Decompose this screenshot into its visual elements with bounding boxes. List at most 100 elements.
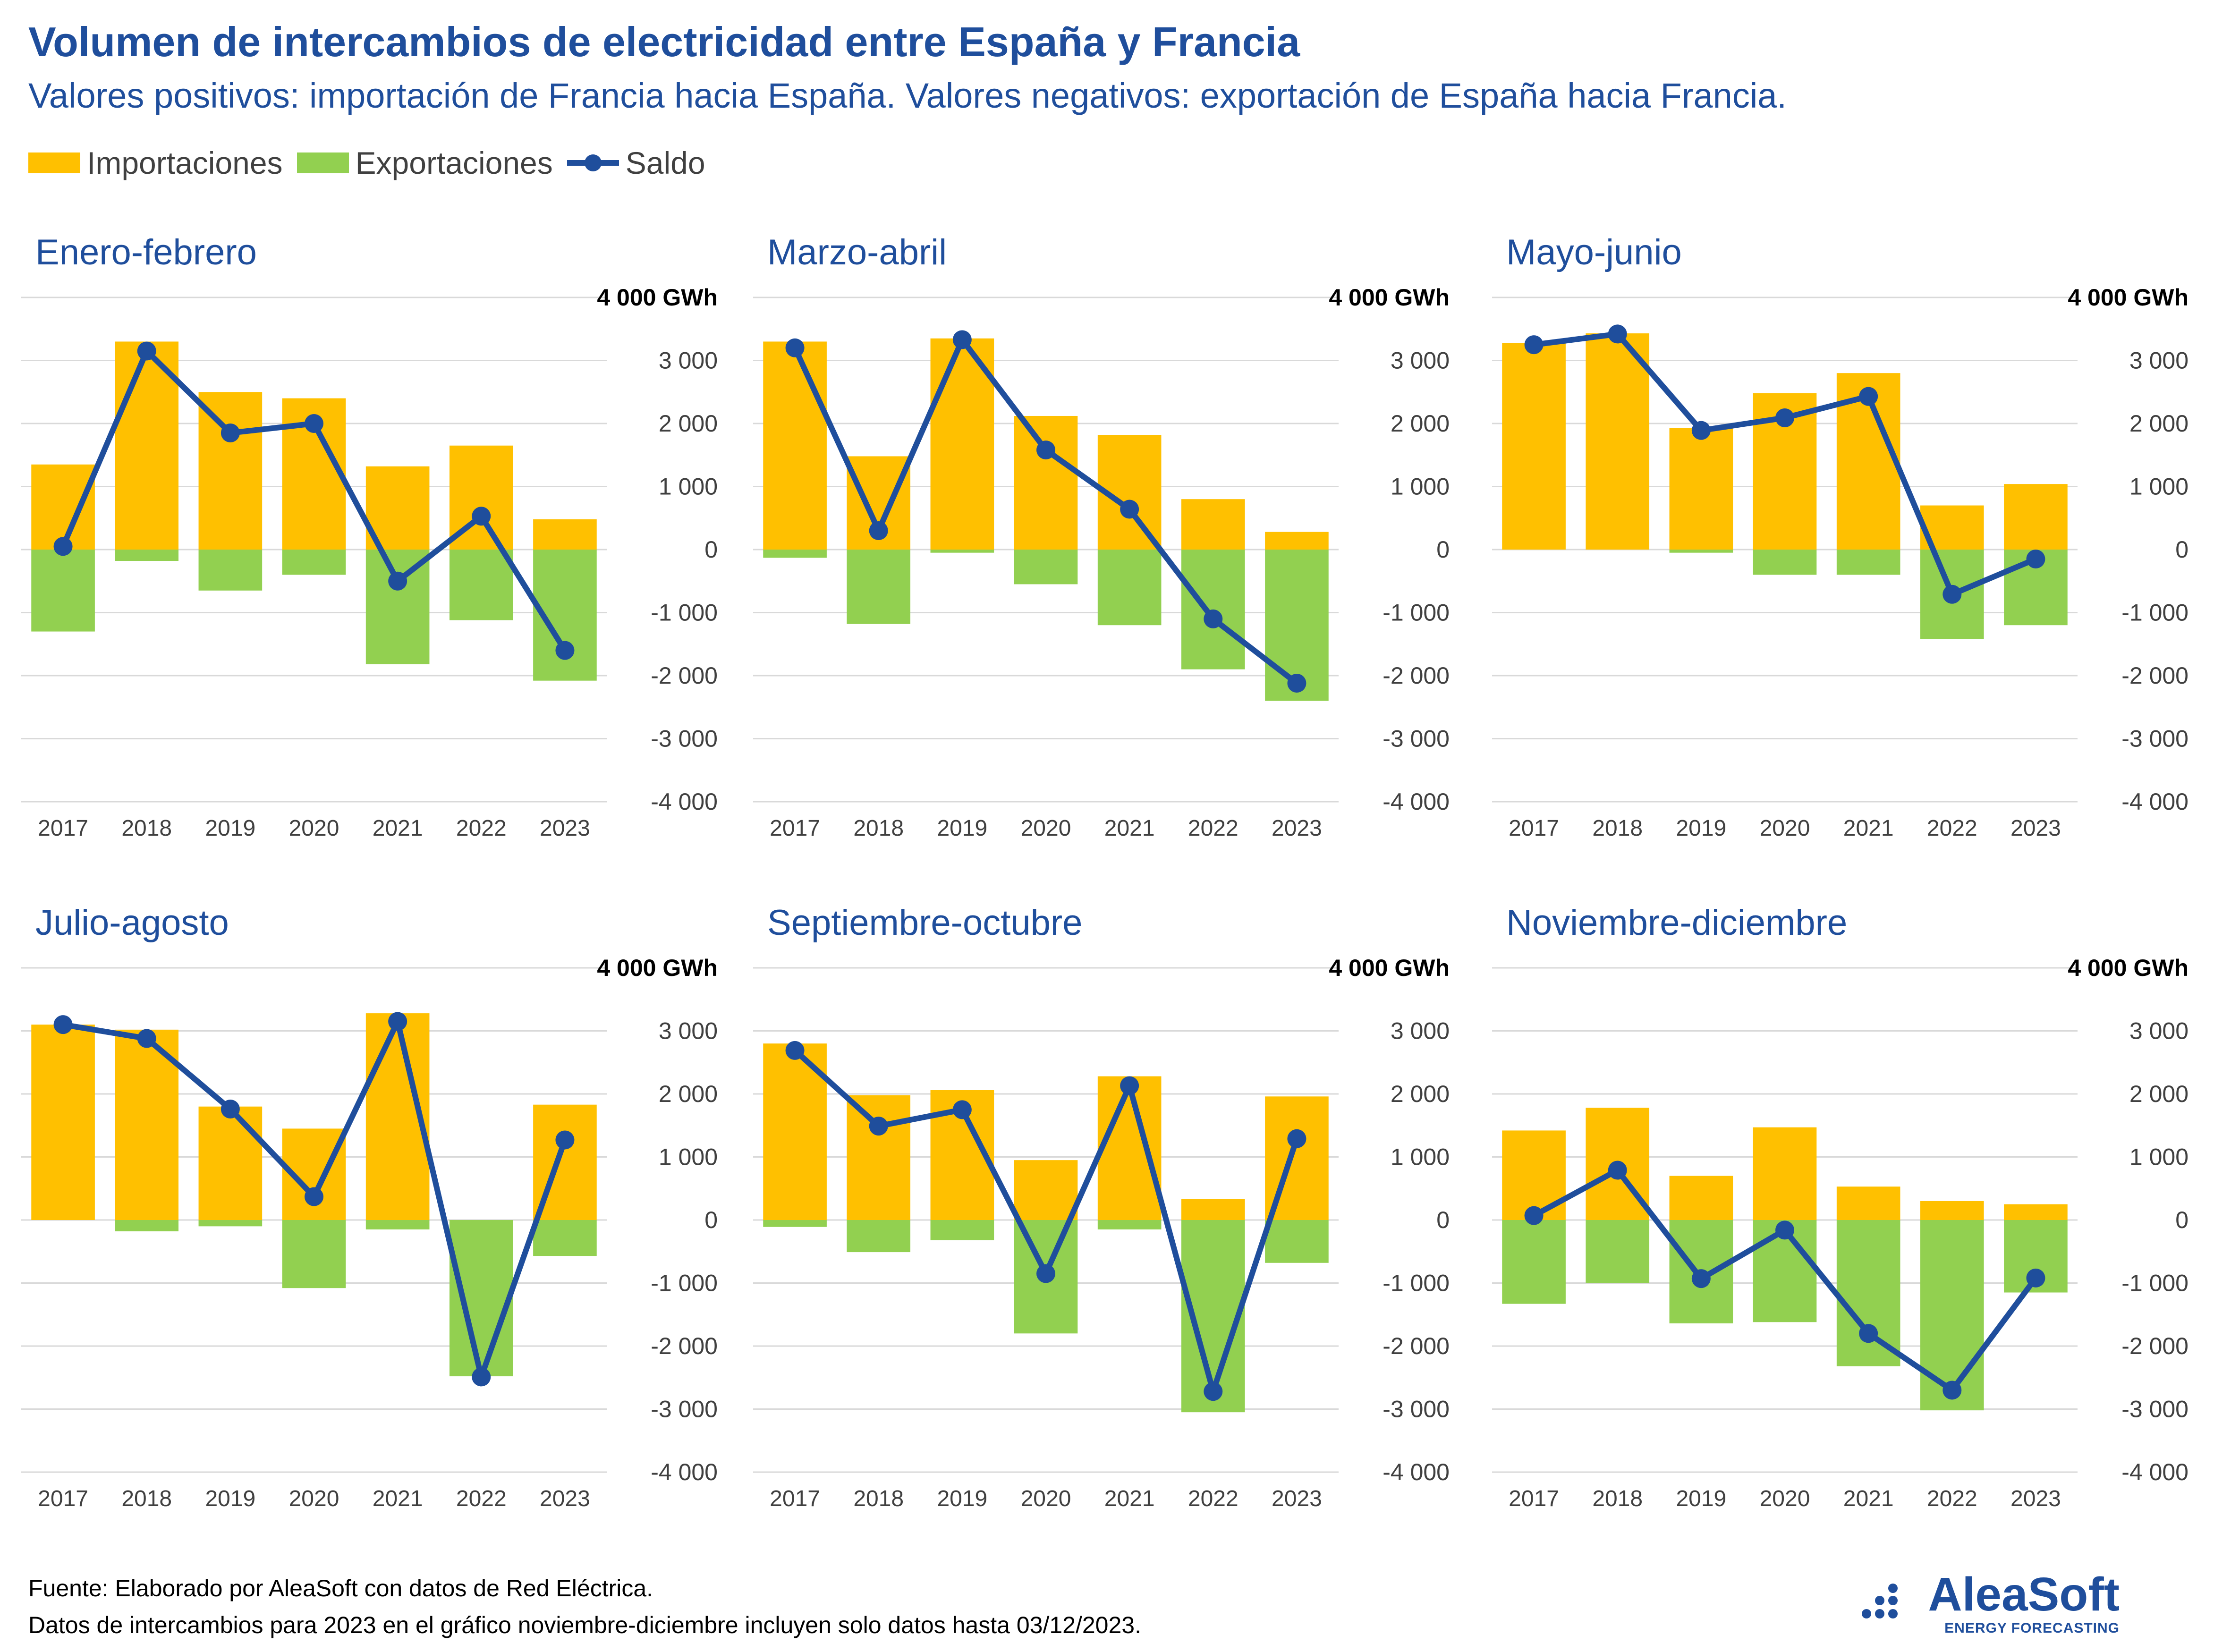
y-tick-label: 1 000 — [2129, 1144, 2189, 1170]
balance-point — [1943, 1381, 1962, 1400]
balance-point — [1775, 408, 1794, 427]
x-tick-label: 2022 — [456, 1486, 507, 1511]
import-bar — [930, 338, 994, 550]
import-bar — [1097, 1076, 1162, 1220]
balance-point — [221, 1100, 240, 1119]
x-tick-label: 2019 — [937, 1486, 987, 1511]
balance-point — [555, 641, 575, 660]
balance-point — [1608, 1161, 1627, 1180]
y-tick-label: 1 000 — [1391, 474, 1450, 500]
y-tick-label: 3 000 — [2129, 347, 2189, 374]
balance-point — [1204, 609, 1223, 628]
balance-point — [53, 537, 73, 556]
export-bar — [1836, 550, 1900, 575]
x-tick-label: 2019 — [937, 816, 987, 841]
x-tick-label: 2019 — [1676, 1486, 1726, 1511]
balance-point — [1859, 387, 1878, 406]
balance-point — [53, 1015, 73, 1034]
y-tick-label: -3 000 — [651, 1396, 718, 1423]
y-tick-label: 4 000 GWh — [597, 955, 718, 981]
import-bar — [1014, 1160, 1078, 1220]
y-tick-label: 3 000 — [2129, 1018, 2189, 1044]
x-tick-label: 2018 — [853, 816, 904, 841]
x-tick-label: 2020 — [1021, 816, 1071, 841]
y-tick-label: 2 000 — [1391, 1081, 1450, 1107]
balance-point — [1036, 441, 1055, 460]
import-bar — [1502, 343, 1566, 550]
import-bar — [2004, 1204, 2068, 1220]
y-tick-label: -4 000 — [651, 788, 718, 815]
logo-wordmark: AleaSoft — [1928, 1568, 2120, 1621]
chart-panel-6: Noviembre-diciembre -4 000 -3 000 -2 000 -1 … — [1492, 903, 2189, 1511]
panel-title: Julio-agosto — [35, 903, 229, 943]
x-tick-label: 2021 — [1843, 1486, 1894, 1511]
y-tick-label: 4 000 GWh — [1329, 284, 1450, 311]
import-bar — [1836, 1186, 1900, 1220]
import-bar — [533, 519, 597, 550]
panel-title: Enero-febrero — [35, 232, 257, 272]
export-bar — [282, 550, 346, 575]
y-tick-label: 0 — [704, 1207, 718, 1233]
x-tick-label: 2018 — [1592, 816, 1643, 841]
export-bar — [115, 1220, 179, 1232]
x-tick-label: 2020 — [1760, 1486, 1810, 1511]
balance-point — [869, 521, 888, 540]
import-bar — [1014, 415, 1078, 550]
y-tick-label: -4 000 — [2121, 788, 2189, 815]
y-tick-label: -2 000 — [2121, 662, 2189, 689]
x-tick-label: 2017 — [770, 1486, 820, 1511]
legend-item-balance: Saldo — [567, 145, 705, 181]
import-bar — [1669, 428, 1733, 550]
export-bar — [31, 550, 95, 632]
footer-source: Fuente: Elaborado por AleaSoft con datos… — [28, 1575, 653, 1601]
x-tick-label: 2017 — [38, 1486, 88, 1511]
x-tick-label: 2019 — [205, 816, 255, 841]
y-tick-label: -1 000 — [651, 600, 718, 626]
export-bar — [365, 550, 430, 664]
balance-point — [785, 338, 805, 357]
balance-point — [1691, 1269, 1711, 1288]
balance-point — [1524, 1206, 1544, 1225]
x-tick-label: 2017 — [770, 816, 820, 841]
export-bar — [847, 550, 911, 624]
export-bar — [1097, 550, 1162, 626]
x-tick-label: 2023 — [540, 1486, 590, 1511]
y-tick-label: 1 000 — [1391, 1144, 1450, 1170]
balance-point — [137, 341, 156, 361]
import-bar — [198, 392, 263, 550]
export-bar — [1586, 1220, 1650, 1283]
x-tick-label: 2017 — [1509, 1486, 1559, 1511]
export-bar — [1753, 550, 1817, 575]
logo-dots-icon — [1862, 1584, 1898, 1618]
y-tick-label: 2 000 — [659, 410, 718, 437]
y-tick-label: -4 000 — [2121, 1459, 2189, 1485]
balance-point — [305, 414, 323, 433]
x-tick-label: 2021 — [373, 816, 423, 841]
export-bar — [449, 1220, 513, 1377]
import-bar — [1753, 1127, 1817, 1220]
y-tick-label: -3 000 — [651, 726, 718, 752]
x-tick-label: 2022 — [1188, 1486, 1238, 1511]
x-tick-label: 2021 — [373, 1486, 423, 1511]
x-tick-label: 2023 — [1272, 816, 1322, 841]
balance-point — [1120, 500, 1139, 519]
balance-point — [1287, 1129, 1306, 1148]
x-tick-label: 2020 — [1021, 1486, 1071, 1511]
export-bar — [763, 1220, 827, 1227]
x-tick-label: 2022 — [456, 816, 507, 841]
balance-point — [1287, 674, 1306, 693]
x-tick-label: 2019 — [205, 1486, 255, 1511]
y-tick-label: 4 000 GWh — [2068, 955, 2189, 981]
chart-panel-4: Julio-agosto -4 000 -3 000 -2 000 -1 000 0 1 0… — [21, 903, 718, 1511]
balance-point — [1691, 421, 1711, 440]
y-tick-label: 0 — [2175, 1207, 2189, 1233]
legend-swatch-imports — [28, 152, 80, 173]
x-tick-label: 2020 — [289, 1486, 339, 1511]
balance-point — [1943, 585, 1962, 604]
y-tick-label: -1 000 — [2121, 1270, 2189, 1296]
panel-title: Septiembre-octubre — [767, 903, 1082, 943]
x-tick-label: 2018 — [121, 1486, 172, 1511]
import-bar — [31, 1025, 95, 1220]
export-bar — [115, 550, 179, 561]
x-tick-label: 2023 — [2010, 816, 2061, 841]
